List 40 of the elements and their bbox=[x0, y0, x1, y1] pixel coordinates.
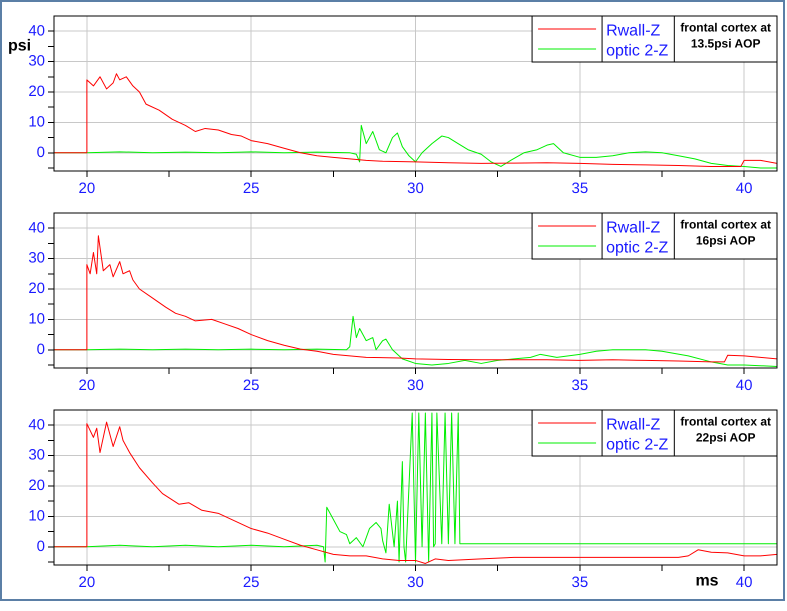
x-tick-label: 25 bbox=[242, 180, 260, 198]
x-axis-title: ms bbox=[695, 572, 719, 590]
x-tick-label: 20 bbox=[78, 377, 96, 394]
y-tick-label: 20 bbox=[28, 477, 45, 494]
annotation: frontal cortex at 22psi AOP bbox=[680, 414, 772, 444]
x-tick-label: 25 bbox=[242, 377, 260, 394]
y-tick-label: 0 bbox=[36, 538, 45, 555]
y-tick-label: 40 bbox=[28, 22, 45, 40]
y-tick-label: 20 bbox=[28, 83, 45, 100]
y-tick-label: 10 bbox=[28, 114, 45, 131]
legend-label: optic 2-Z bbox=[606, 436, 669, 454]
y-tick-label: 30 bbox=[28, 52, 45, 70]
y-tick-label: 20 bbox=[28, 280, 45, 298]
x-tick-label: 35 bbox=[571, 377, 588, 394]
y-tick-label: 0 bbox=[36, 144, 45, 161]
x-tick-label: 40 bbox=[736, 377, 752, 394]
y-tick-label: 30 bbox=[28, 446, 45, 464]
x-tick-label: 35 bbox=[571, 574, 588, 592]
x-tick-label: 40 bbox=[736, 180, 752, 198]
legend-label: optic 2-Z bbox=[606, 42, 669, 60]
y-tick-label: 10 bbox=[28, 508, 45, 525]
y-tick-label: 0 bbox=[36, 340, 45, 358]
legend-label: optic 2-Z bbox=[606, 239, 669, 256]
y-tick-label: 40 bbox=[28, 219, 45, 236]
y-tick-label: 10 bbox=[28, 310, 45, 328]
x-tick-label: 30 bbox=[407, 574, 424, 592]
legend-label: Rwall-Z bbox=[606, 416, 661, 434]
x-tick-label: 25 bbox=[242, 574, 260, 592]
annotation: frontal cortex at 16psi AOP bbox=[680, 217, 772, 248]
y-tick-label: 30 bbox=[28, 250, 45, 267]
x-tick-label: 20 bbox=[78, 180, 96, 198]
legend-label: Rwall-Z bbox=[606, 219, 661, 236]
x-tick-label: 40 bbox=[736, 574, 752, 592]
x-tick-label: 30 bbox=[407, 377, 424, 394]
x-tick-label: 35 bbox=[571, 180, 588, 198]
legend-label: Rwall-Z bbox=[606, 22, 661, 40]
y-axis-title: psi bbox=[8, 37, 32, 54]
x-tick-label: 20 bbox=[78, 574, 96, 592]
y-tick-label: 40 bbox=[28, 416, 45, 434]
x-tick-label: 30 bbox=[407, 180, 424, 198]
